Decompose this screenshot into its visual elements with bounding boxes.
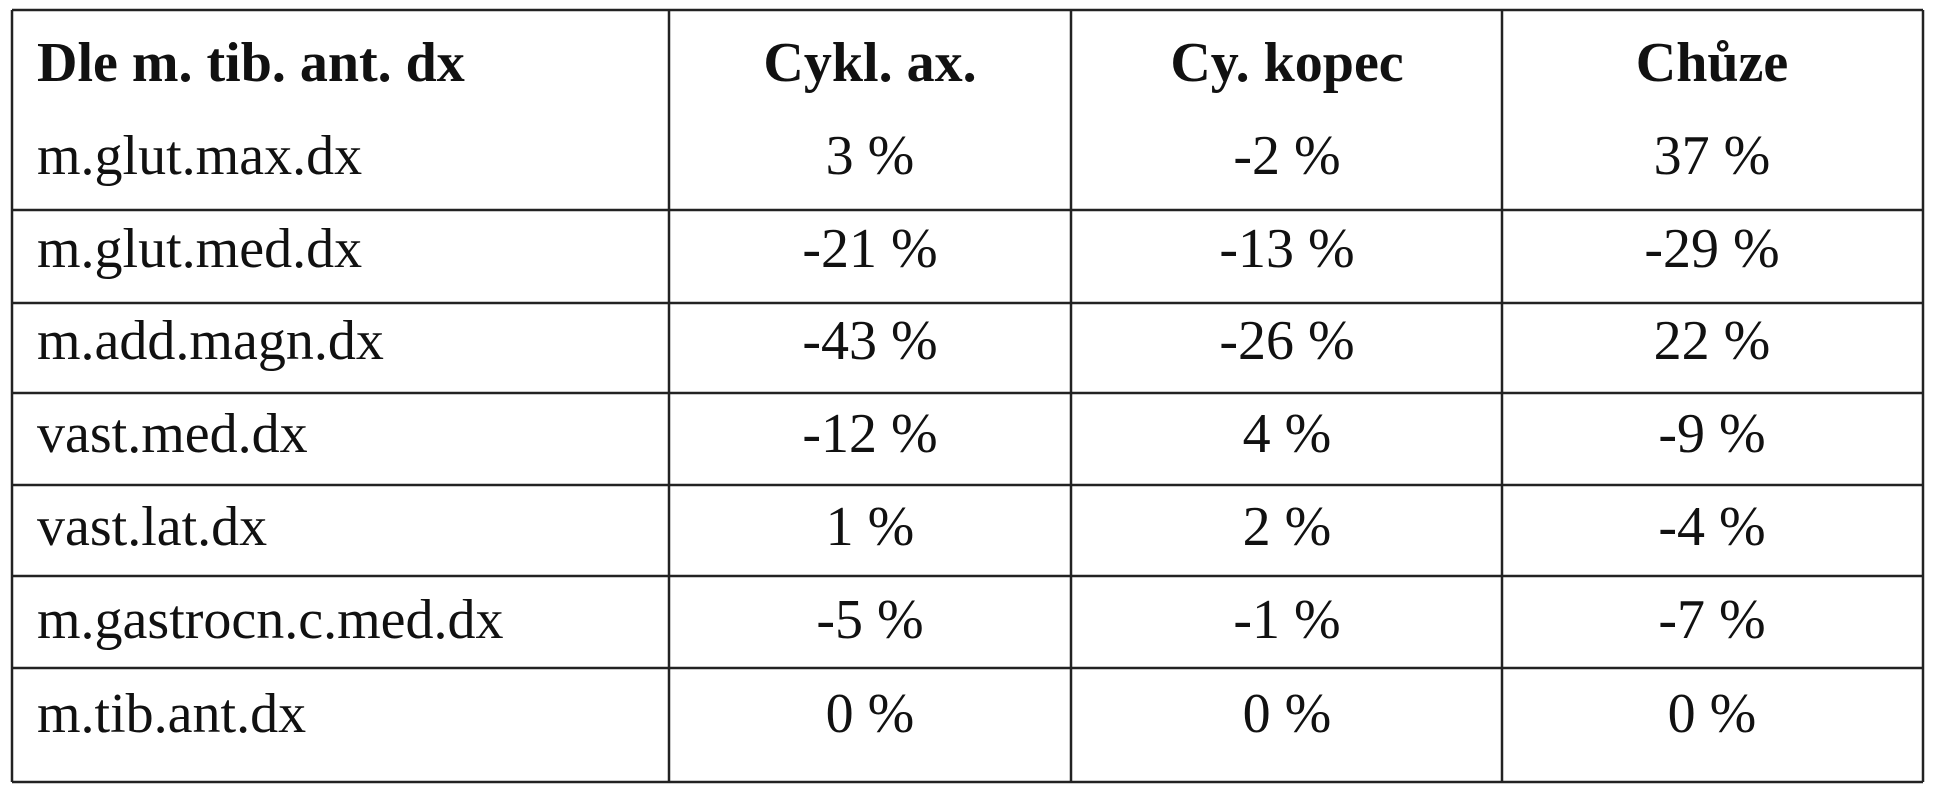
header-cell: Cykl. ax. xyxy=(763,32,976,94)
cell: -9 % xyxy=(1658,403,1765,465)
cell: -7 % xyxy=(1658,589,1765,651)
cell: -29 % xyxy=(1644,218,1779,280)
header-cell: Dle m. tib. ant. dx xyxy=(37,32,465,94)
cell: -2 % xyxy=(1233,125,1340,187)
table-borders xyxy=(10,8,1925,784)
row-label: vast.lat.dx xyxy=(37,496,267,558)
row-label: m.glut.med.dx xyxy=(37,218,362,280)
cell: -43 % xyxy=(802,310,937,372)
header-cell: Cy. kopec xyxy=(1170,32,1403,94)
cell: 0 % xyxy=(1668,683,1757,745)
cell: -5 % xyxy=(816,589,923,651)
row-label: m.add.magn.dx xyxy=(37,310,384,372)
row-label: m.gastrocn.c.med.dx xyxy=(37,589,504,651)
cell: 0 % xyxy=(826,683,915,745)
cell: 2 % xyxy=(1243,496,1332,558)
cell: 0 % xyxy=(1243,683,1332,745)
cell: -26 % xyxy=(1219,310,1354,372)
cell: 37 % xyxy=(1654,125,1771,187)
cell: -21 % xyxy=(802,218,937,280)
cell: 1 % xyxy=(826,496,915,558)
row-label: m.glut.max.dx xyxy=(37,125,362,187)
cell: 3 % xyxy=(826,125,915,187)
header-cell: Chůze xyxy=(1636,32,1788,94)
cell: -1 % xyxy=(1233,589,1340,651)
row-label: vast.med.dx xyxy=(37,403,308,465)
cell: -13 % xyxy=(1219,218,1354,280)
cell: 22 % xyxy=(1654,310,1771,372)
cell: 4 % xyxy=(1243,403,1332,465)
row-label: m.tib.ant.dx xyxy=(37,683,306,745)
cell: -12 % xyxy=(802,403,937,465)
cell: -4 % xyxy=(1658,496,1765,558)
